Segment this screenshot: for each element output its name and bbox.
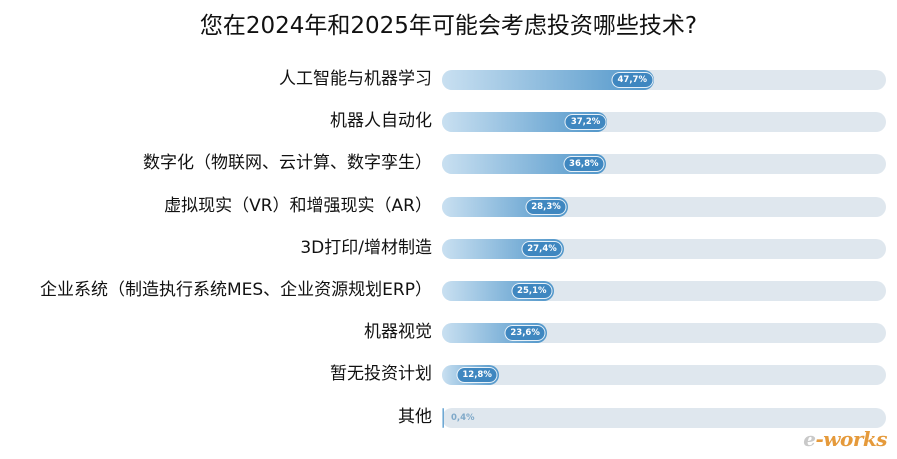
category-label: 人工智能与机器学习 [279, 69, 432, 89]
bar-row: 虚拟现实（VR）和增强现实（AR） 28,3% [0, 195, 897, 217]
data-label: 47,7% [612, 73, 652, 87]
e-works-logo: e-works [803, 427, 887, 451]
bar [442, 407, 444, 428]
bar-track: 37,2% [442, 112, 886, 133]
data-label: 27,4% [522, 241, 562, 256]
bar-row: 数字化（物联网、云计算、数字孪生） 36,8% [0, 153, 897, 175]
bar-track: 27,4% [442, 238, 886, 259]
category-label: 虚拟现实（VR）和增强现实（AR） [164, 195, 432, 216]
data-label: 36,8% [564, 157, 604, 172]
bar-row: 其他 0,4% [0, 406, 897, 428]
bar-track: 28,3% [442, 196, 886, 217]
bar-row: 机器视觉 23,6% [0, 322, 897, 344]
chart-title: 您在2024年和2025年可能会考虑投资哪些技术? [199, 13, 698, 39]
category-label: 机器视觉 [364, 322, 432, 343]
bar-row: 暂无投资计划 12,8% [0, 364, 897, 386]
bar [442, 112, 608, 133]
data-label: 25,1% [512, 284, 552, 298]
bar-track: 36,8% [442, 154, 886, 175]
bar-row: 企业系统（制造执行系统MES、企业资源规划ERP） 25,1% [0, 280, 897, 301]
watermark-e: e [803, 427, 816, 451]
bar-track: 25,1% [442, 281, 886, 301]
category-label: 数字化（物联网、云计算、数字孪生） [143, 153, 432, 174]
data-label: 12,8% [457, 368, 497, 383]
data-label: 37,2% [565, 115, 606, 130]
bar-row: 3D打印/增材制造 27,4% [0, 237, 897, 259]
bar-track: 23,6% [442, 323, 886, 344]
bar [442, 70, 654, 90]
category-label: 3D打印/增材制造 [300, 237, 432, 258]
data-label: 28,3% [526, 199, 566, 214]
category-label: 机器人自动化 [330, 111, 432, 132]
bar-row: 人工智能与机器学习 47,7% [0, 69, 897, 90]
category-label: 企业系统（制造执行系统MES、企业资源规划ERP） [39, 280, 432, 300]
bar-track: 47,7% [442, 70, 886, 90]
data-label: 0,4% [451, 412, 475, 423]
category-label: 其他 [398, 406, 432, 427]
bar-row: 机器人自动化 37,2% [0, 111, 897, 133]
bar-track: 12,8% [442, 365, 886, 386]
bar-track: 0,4% [442, 407, 886, 428]
category-label: 暂无投资计划 [330, 364, 432, 385]
data-label: 23,6% [505, 326, 545, 341]
watermark-text: -works [815, 427, 887, 451]
